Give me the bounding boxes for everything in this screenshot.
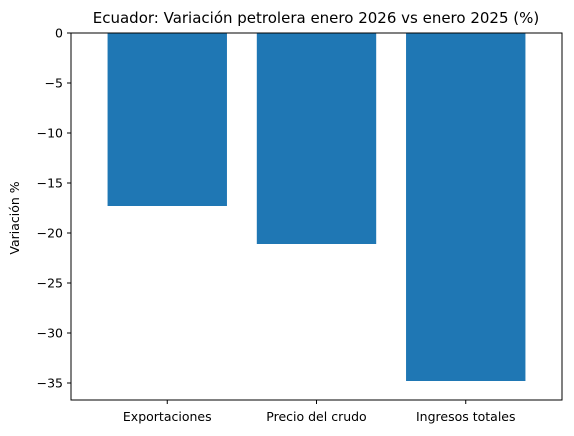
y-tick-label-2: −10	[37, 126, 63, 141]
bar-2	[406, 33, 526, 381]
x-tick-label-2: Ingresos totales	[416, 409, 516, 424]
y-tick-label-3: −15	[37, 176, 63, 191]
x-tick-label-1: Precio del crudo	[266, 409, 366, 424]
y-tick-label-7: −35	[37, 376, 63, 391]
x-tick-label-0: Exportaciones	[123, 409, 212, 424]
y-tick-label-6: −30	[37, 326, 63, 341]
bars-group	[107, 33, 526, 381]
chart-title: Ecuador: Variación petrolera enero 2026 …	[93, 9, 540, 27]
plot-frame	[70, 32, 563, 401]
y-tick-label-0: 0	[55, 26, 63, 41]
y-tick-label-5: −25	[37, 276, 63, 291]
y-axis-label: Variación %	[7, 181, 22, 254]
bar-0	[107, 33, 227, 206]
x-ticks-group: Exportaciones Precio del crudo Ingresos to…	[123, 400, 516, 424]
y-tick-label-1: −5	[45, 76, 63, 91]
y-ticks-group: 0 −5 −10 −15 −20 −25 −30 −35	[37, 26, 71, 391]
bar-1	[256, 33, 377, 244]
y-tick-label-4: −20	[37, 226, 63, 241]
